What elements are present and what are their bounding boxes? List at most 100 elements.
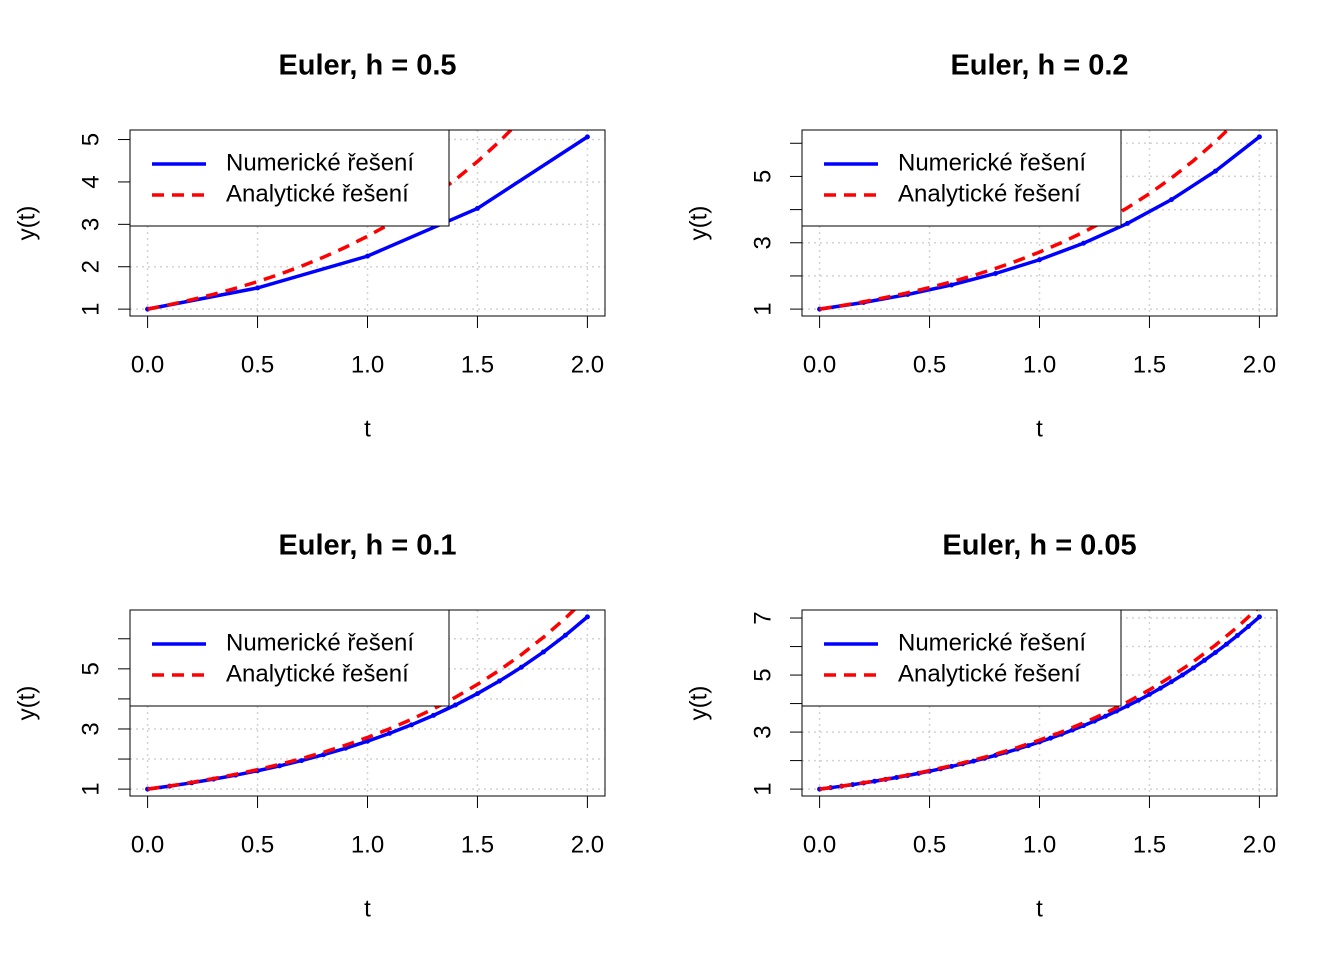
series-line [819, 130, 1231, 311]
legend-box [129, 129, 450, 227]
y-tick-label: 4 [77, 175, 104, 188]
legend-label: Numerické řešení [898, 629, 1086, 656]
x-tick-label: 1.0 [1023, 351, 1056, 378]
panel: Euler, h = 0.2 0.0 0.5 1.0 1.5 2.0 1 3 5 t y(t) Num… [685, 50, 1278, 442]
data-point [540, 649, 546, 655]
data-point [1212, 649, 1218, 655]
x-tick-label: 1.5 [1133, 831, 1166, 858]
y-tick-label: 3 [749, 725, 776, 738]
y-tick-label: 5 [749, 170, 776, 183]
data-point [1245, 623, 1251, 629]
data-point [430, 712, 436, 718]
legend-box [801, 129, 1122, 227]
data-point [1168, 679, 1174, 685]
data-point [1190, 665, 1196, 671]
x-tick-label: 1.5 [461, 831, 494, 858]
y-tick-label: 1 [749, 302, 776, 315]
y-tick-label: 2 [77, 260, 104, 273]
data-point [474, 205, 480, 211]
plot-area [145, 130, 590, 312]
legend-box [129, 609, 450, 707]
x-tick-label: 0.5 [241, 351, 274, 378]
x-axis-title: t [364, 415, 371, 442]
x-tick-label: 2.0 [571, 351, 604, 378]
data-point [518, 664, 524, 670]
data-point [1146, 691, 1152, 697]
data-point [1102, 713, 1108, 719]
data-point [1179, 672, 1185, 678]
x-tick-label: 2.0 [1243, 831, 1276, 858]
data-point [1047, 735, 1053, 741]
x-tick-label: 1.0 [1023, 831, 1056, 858]
x-tick-label: 0.0 [131, 831, 164, 858]
x-tick-label: 0.5 [241, 831, 274, 858]
data-point [1037, 257, 1042, 263]
x-axis-title: t [1036, 895, 1043, 922]
legend: Numerické řešení Analytické řešení [129, 129, 450, 227]
legend: Numerické řešení Analytické řešení [129, 609, 450, 707]
data-point [584, 614, 590, 620]
data-point [562, 632, 568, 638]
x-tick-label: 1.0 [351, 831, 384, 858]
data-point [1212, 168, 1218, 174]
data-point [894, 774, 900, 780]
legend-label: Analytické řešení [898, 180, 1081, 207]
panel: Euler, h = 0.1 0.0 0.5 1.0 1.5 2.0 1 3 5 t y(t) Num… [13, 530, 606, 922]
data-point [299, 758, 305, 764]
data-point [1256, 134, 1262, 140]
plot-area [817, 130, 1262, 312]
y-tick-label: 1 [77, 782, 104, 795]
data-point [365, 738, 370, 744]
x-tick-label: 1.5 [1133, 351, 1166, 378]
data-point [386, 730, 392, 736]
data-point [365, 253, 370, 259]
y-tick-label: 3 [77, 722, 104, 735]
data-point [255, 285, 261, 291]
legend-label: Numerické řešení [226, 149, 414, 176]
y-tick-label: 5 [77, 133, 104, 146]
series-line [147, 610, 577, 791]
data-point [1234, 633, 1240, 639]
y-axis-title: y(t) [13, 206, 40, 241]
data-point [1124, 703, 1130, 709]
x-tick-label: 2.0 [1243, 351, 1276, 378]
chart-title: Euler, h = 0.05 [942, 530, 1136, 562]
x-tick-label: 2.0 [571, 831, 604, 858]
legend-label: Analytické řešení [226, 180, 409, 207]
panel: Euler, h = 0.05 0.0 0.5 1.0 1.5 2.0 1 3 5 7 t y(t) N… [685, 530, 1278, 922]
y-tick-label: 7 [749, 611, 776, 624]
y-tick-label: 3 [77, 218, 104, 231]
data-point [1080, 240, 1086, 246]
chart-title: Euler, h = 0.5 [278, 50, 456, 82]
data-point [993, 270, 999, 276]
y-tick-label: 1 [749, 782, 776, 795]
x-tick-label: 0.0 [803, 351, 836, 378]
data-point [1124, 220, 1130, 226]
data-point [1223, 641, 1229, 647]
chart-title: Euler, h = 0.1 [278, 530, 456, 562]
data-point [949, 282, 955, 288]
legend-label: Numerické řešení [898, 149, 1086, 176]
plot-area [145, 610, 590, 792]
x-tick-label: 0.0 [131, 351, 164, 378]
legend: Numerické řešení Analytické řešení [801, 129, 1122, 227]
panel: Euler, h = 0.5 0.0 0.5 1.0 1.5 2.0 1 2 3 4 5 t y(t) N… [13, 50, 606, 442]
data-point [872, 778, 878, 784]
y-tick-label: 5 [749, 668, 776, 681]
legend-label: Analytické řešení [898, 660, 1081, 687]
data-point [1256, 614, 1262, 620]
data-point [452, 702, 458, 708]
data-point [949, 763, 955, 769]
data-point [584, 134, 590, 140]
data-point [1157, 685, 1163, 691]
chart-title: Euler, h = 0.2 [950, 50, 1128, 82]
data-point [1168, 197, 1174, 203]
x-tick-label: 1.5 [461, 351, 494, 378]
data-point [971, 758, 977, 764]
x-axis-title: t [364, 895, 371, 922]
x-axis-title: t [1036, 415, 1043, 442]
data-point [1201, 657, 1207, 663]
y-axis-title: y(t) [685, 206, 712, 241]
y-tick-label: 5 [77, 662, 104, 675]
